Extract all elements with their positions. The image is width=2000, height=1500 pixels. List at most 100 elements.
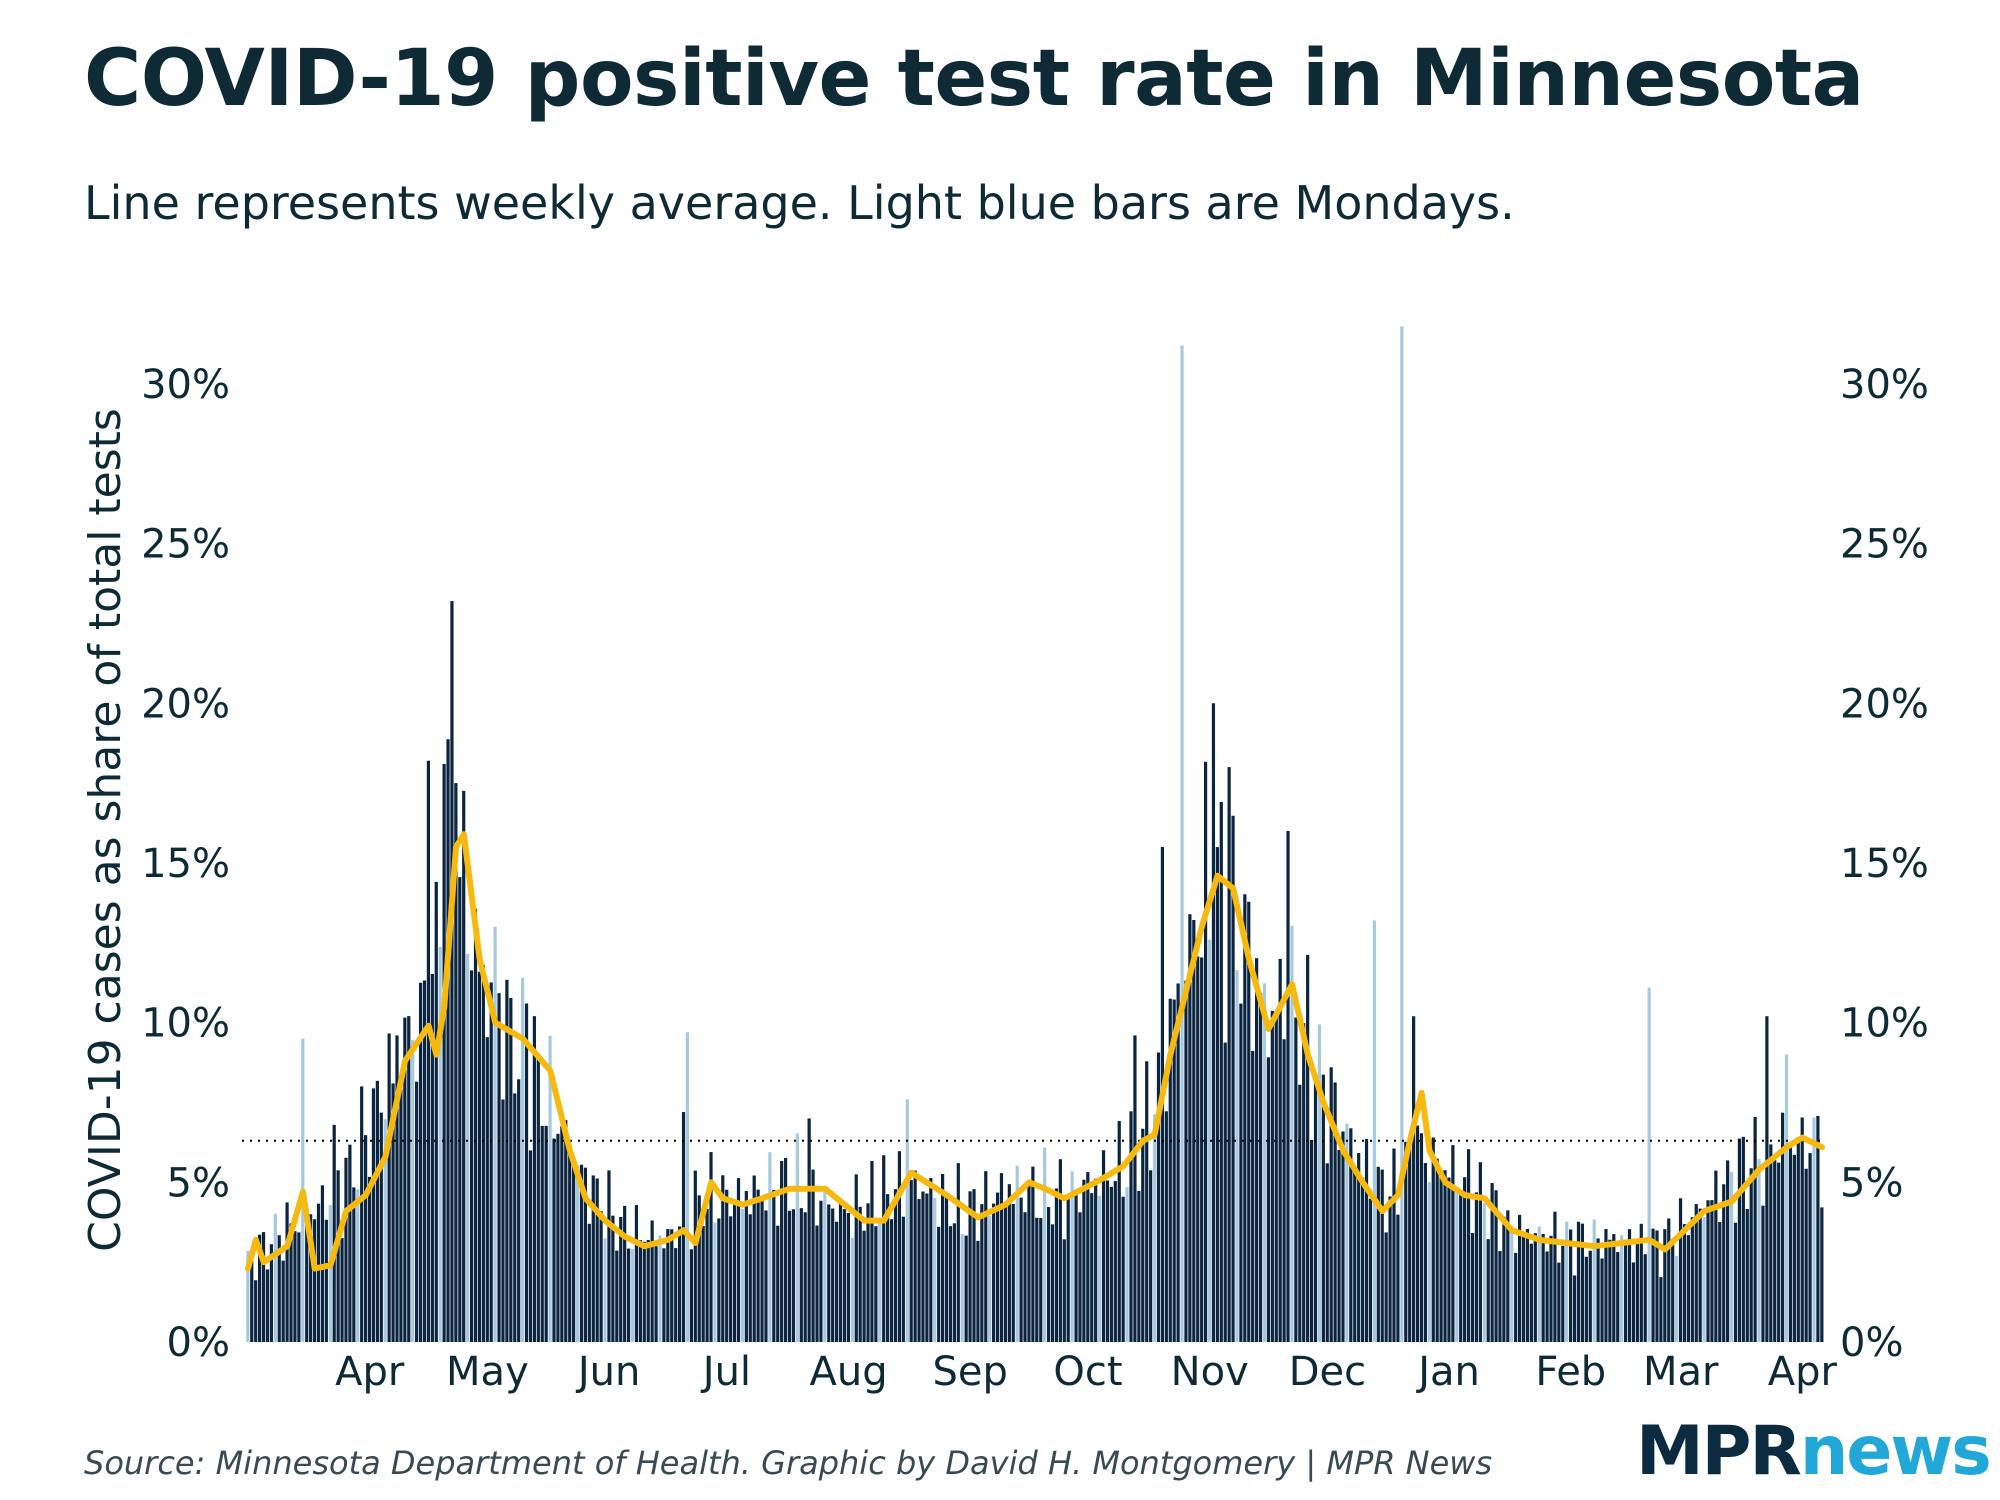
- daily-bar: [1219, 801, 1223, 1342]
- daily-bar: [1655, 1230, 1659, 1342]
- monday-bar: [1757, 1159, 1761, 1342]
- daily-bar: [568, 1153, 572, 1342]
- daily-bar: [293, 1231, 297, 1342]
- daily-bar: [1643, 1254, 1647, 1342]
- daily-bar: [1788, 1143, 1793, 1342]
- daily-bar: [599, 1211, 603, 1342]
- daily-bar: [572, 1164, 576, 1342]
- daily-bar: [819, 1200, 823, 1342]
- y-tick-label-right: 0%: [1840, 1320, 1903, 1366]
- monday-bar: [273, 1213, 277, 1342]
- daily-bar: [1800, 1117, 1804, 1342]
- daily-bar: [615, 1250, 619, 1342]
- daily-bar: [1141, 1128, 1145, 1342]
- y-tick-label-right: 10%: [1840, 1001, 1929, 1047]
- daily-bar: [764, 1210, 768, 1342]
- daily-bar: [1200, 957, 1204, 1342]
- daily-bar: [261, 1232, 266, 1342]
- daily-bar: [925, 1193, 929, 1342]
- monday-bar: [1620, 1235, 1624, 1342]
- daily-bar: [1659, 1277, 1663, 1342]
- daily-bar: [324, 1219, 328, 1342]
- daily-bar: [619, 1216, 623, 1342]
- daily-bar: [1431, 1137, 1435, 1342]
- daily-bar: [1019, 1197, 1023, 1342]
- y-tick-label-left: 20%: [141, 681, 230, 727]
- daily-bar: [1192, 919, 1196, 1342]
- daily-bar: [1796, 1137, 1800, 1342]
- daily-bar: [901, 1216, 905, 1342]
- daily-bar: [1435, 1158, 1439, 1342]
- daily-bar: [477, 971, 482, 1342]
- daily-bar: [450, 601, 454, 1342]
- daily-bar: [944, 1193, 949, 1342]
- daily-bar: [917, 1199, 921, 1342]
- daily-bar: [517, 1079, 521, 1342]
- daily-bar: [269, 1244, 273, 1342]
- daily-bar: [1780, 1112, 1785, 1342]
- daily-bar: [1596, 1238, 1600, 1342]
- daily-bar: [831, 1208, 835, 1342]
- monday-bar: [768, 1152, 772, 1342]
- positive-rate-chart: 0%5%10%15%20%25%30% 0%5%10%15%20%25%30% …: [80, 326, 1929, 1395]
- daily-bar: [1580, 1223, 1585, 1342]
- monday-bar: [685, 1032, 690, 1342]
- daily-bar: [1145, 1061, 1149, 1342]
- daily-bar: [340, 1238, 344, 1342]
- daily-bar: [1415, 1125, 1420, 1342]
- daily-bar: [540, 1125, 544, 1342]
- daily-bar: [1251, 1050, 1255, 1342]
- daily-bar: [893, 1189, 898, 1342]
- daily-bar: [827, 1204, 831, 1342]
- daily-bar: [1266, 1057, 1270, 1342]
- daily-bar: [395, 1035, 399, 1342]
- monday-bar: [850, 1237, 854, 1342]
- daily-bar: [776, 1225, 780, 1342]
- daily-bar: [626, 1248, 631, 1342]
- daily-bar: [1616, 1252, 1620, 1342]
- daily-bar: [1376, 1166, 1380, 1342]
- source-note: Source: Minnesota Department of Health. …: [84, 1444, 1493, 1482]
- monday-bar: [1510, 1228, 1514, 1342]
- monday-bar: [1702, 1216, 1706, 1342]
- daily-bar: [1109, 1186, 1113, 1342]
- daily-bar: [277, 1235, 281, 1342]
- daily-bar: [1156, 1052, 1161, 1342]
- daily-bar: [811, 1169, 815, 1342]
- monday-bar: [1565, 1221, 1569, 1342]
- daily-bar: [332, 1124, 336, 1342]
- daily-bar: [1623, 1240, 1628, 1342]
- daily-bar: [336, 1170, 340, 1342]
- daily-bar: [1062, 1239, 1066, 1342]
- monday-bar: [521, 977, 525, 1342]
- daily-bar: [1572, 1275, 1577, 1342]
- daily-bar: [1046, 1207, 1051, 1342]
- monday-bar: [658, 1235, 662, 1342]
- daily-bar: [352, 1187, 356, 1342]
- daily-bar: [1031, 1166, 1035, 1342]
- daily-bar: [937, 1226, 941, 1342]
- daily-bar: [422, 980, 427, 1342]
- daily-bar: [528, 1150, 533, 1342]
- daily-bar: [858, 1206, 862, 1342]
- daily-bar: [1502, 1216, 1506, 1342]
- daily-bar: [1569, 1229, 1573, 1342]
- daily-bar: [1753, 1116, 1757, 1342]
- left-y-axis: 0% 5% 10% 15% 20% 25% 30%: [141, 362, 230, 1366]
- daily-bar: [1667, 1218, 1671, 1342]
- daily-bar: [442, 763, 446, 1342]
- daily-bar: [564, 1120, 568, 1342]
- daily-bar: [1247, 901, 1251, 1342]
- x-tick-label: Oct: [1053, 1349, 1122, 1395]
- daily-bar: [1722, 1184, 1726, 1342]
- daily-bar: [1490, 1183, 1494, 1342]
- daily-bar: [1761, 1205, 1765, 1342]
- monday-bar: [960, 1234, 964, 1342]
- daily-bar: [807, 1118, 811, 1342]
- daily-bar: [1270, 1010, 1274, 1342]
- daily-bar: [1486, 1239, 1490, 1342]
- daily-bar: [1392, 1148, 1396, 1342]
- daily-bar: [591, 1175, 595, 1342]
- daily-bar: [462, 790, 466, 1342]
- daily-bar: [501, 1099, 505, 1342]
